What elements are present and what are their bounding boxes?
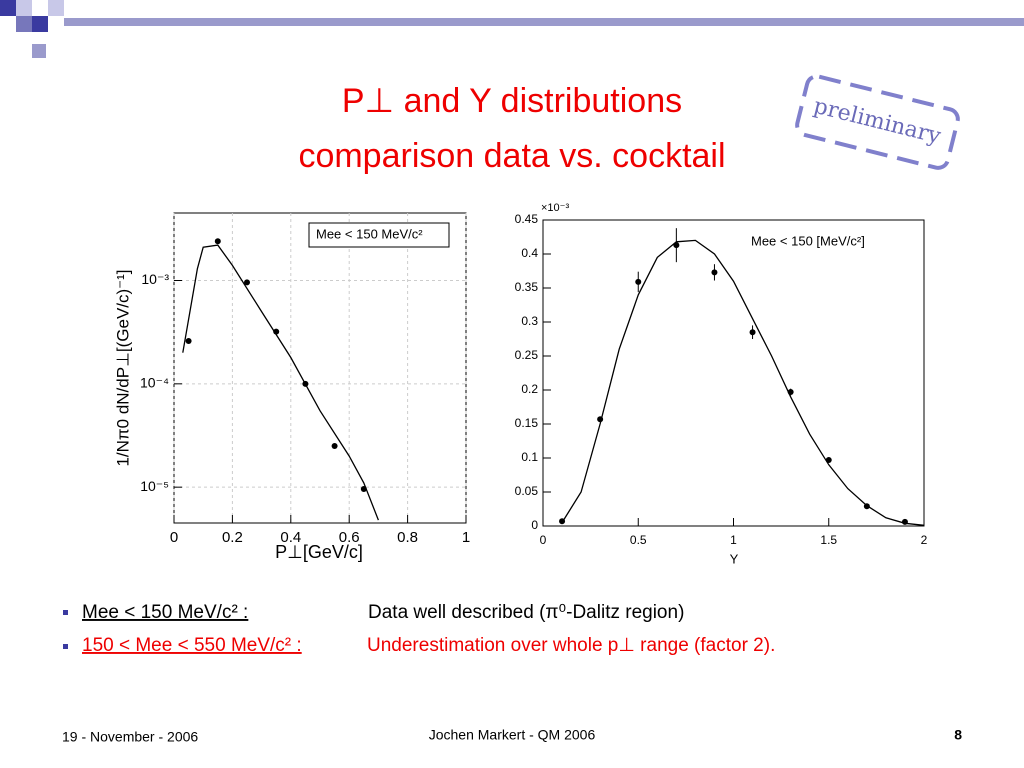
data-point	[635, 278, 642, 285]
y-tick-label: 0.1	[521, 450, 538, 464]
y-tick-label: 0.2	[521, 382, 538, 396]
y-tick-label: 10⁻³	[141, 271, 169, 287]
bullet-label: Mee < 150 MeV/c² :	[82, 602, 248, 623]
bullet-text: Data well described (π⁰-Dalitz region)	[368, 602, 684, 623]
x-tick-label: 0	[540, 533, 547, 547]
bullets: Mee < 150 MeV/c² : Data well described (…	[63, 602, 775, 656]
bullet-text: Underestimation over whole p⊥ range (fac…	[367, 635, 775, 656]
y-tick-label: 0.15	[515, 416, 539, 430]
model-line	[561, 239, 925, 526]
x-tick-label: 2	[921, 533, 928, 547]
model-line	[182, 244, 380, 521]
x-tick-label: 0.6	[339, 529, 360, 546]
legend-box	[308, 222, 450, 248]
corner-decoration	[0, 0, 1024, 58]
data-point	[711, 269, 718, 276]
y-tick-label: 0.3	[521, 314, 538, 328]
legend-entry: Mee < 150 MeV/c²	[316, 226, 423, 241]
title: P⊥ and Y distributions	[342, 82, 682, 120]
x-axis-label: P⊥[GeV/c]	[275, 542, 363, 562]
legend-entry: Mee < 150 [MeV/c²]	[751, 233, 865, 248]
x-tick-label: 0.2	[222, 529, 243, 546]
y-tick-label: 0.4	[521, 246, 538, 260]
y-multiplier: ×10⁻³	[541, 202, 569, 214]
data-point	[244, 279, 250, 286]
y-axis-label: 1/Nπ0 dN/dP⊥[(GeV/c)⁻¹]	[113, 269, 132, 466]
x-tick-label: 0	[170, 529, 178, 546]
x-tick-label: 0.4	[280, 529, 301, 546]
x-tick-label: 1	[462, 529, 470, 546]
footer-date: 19 - November - 2006	[62, 729, 198, 745]
data-point	[331, 443, 338, 450]
y-tick-label: 10⁻⁵	[140, 478, 169, 494]
y-tick-label: 10⁻⁴	[140, 375, 169, 391]
x-tick-label: 0.5	[630, 533, 647, 547]
x-tick-label: 1	[730, 533, 737, 547]
bullet-label: 150 < Mee < 550 MeV/c² :	[82, 635, 302, 656]
x-tick-label: 0.8	[397, 529, 418, 546]
y-tick-label: 0.05	[515, 484, 539, 498]
page-number: 8	[954, 727, 962, 743]
data-point	[185, 337, 192, 344]
data-point	[214, 238, 221, 245]
y-tick-label: 0.25	[515, 348, 539, 362]
x-tick-label: 1.5	[820, 533, 837, 547]
plot-frame	[542, 219, 925, 527]
data-point	[749, 329, 756, 336]
footer-author: Jochen Markert - QM 2006	[429, 727, 596, 743]
y-tick-label: 0	[531, 518, 538, 532]
y-tick-label: 0.35	[515, 280, 539, 294]
y-tick-label: 0.45	[515, 212, 539, 226]
x-axis-label: Y	[730, 551, 739, 566]
plot-frame	[173, 212, 467, 524]
title: comparison data vs. cocktail	[298, 137, 725, 175]
